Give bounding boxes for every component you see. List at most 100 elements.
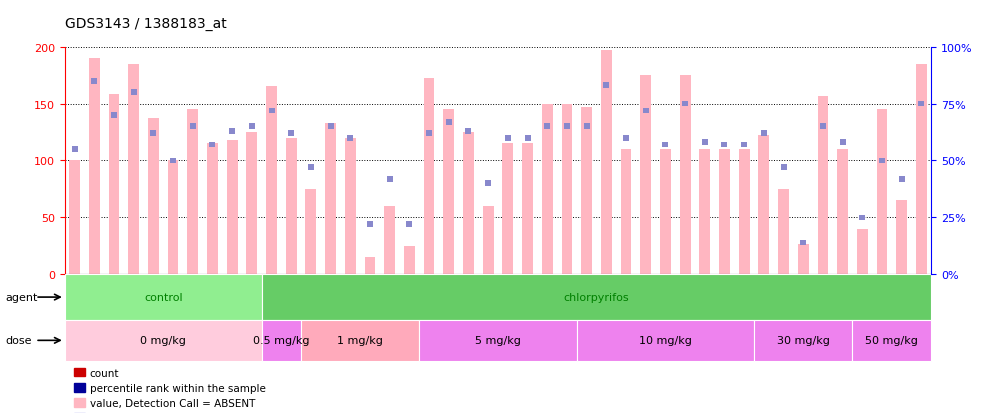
- Bar: [577, 320, 754, 361]
- Bar: [249, 124, 255, 130]
- Bar: [404, 246, 414, 275]
- Bar: [840, 140, 846, 146]
- Bar: [286, 138, 297, 275]
- Bar: [860, 215, 866, 221]
- Bar: [345, 138, 356, 275]
- Bar: [190, 124, 196, 130]
- Bar: [65, 320, 262, 361]
- Bar: [642, 108, 648, 114]
- Bar: [879, 158, 885, 164]
- Bar: [288, 131, 294, 137]
- Bar: [426, 131, 432, 137]
- Bar: [306, 190, 317, 275]
- Bar: [582, 108, 592, 275]
- Bar: [754, 320, 853, 361]
- Bar: [564, 124, 570, 130]
- Text: 30 mg/kg: 30 mg/kg: [777, 335, 830, 346]
- Text: agent: agent: [6, 292, 38, 302]
- Bar: [798, 244, 809, 275]
- Bar: [719, 150, 730, 275]
- Bar: [386, 176, 392, 182]
- Text: 5 mg/kg: 5 mg/kg: [475, 335, 521, 346]
- Bar: [109, 95, 120, 275]
- Bar: [348, 135, 354, 141]
- Bar: [384, 206, 395, 275]
- Bar: [522, 144, 533, 275]
- Bar: [853, 320, 931, 361]
- Text: 50 mg/kg: 50 mg/kg: [866, 335, 918, 346]
- Bar: [69, 161, 80, 275]
- Bar: [167, 161, 178, 275]
- Bar: [502, 144, 513, 275]
- Bar: [739, 150, 750, 275]
- Bar: [640, 76, 651, 275]
- Bar: [584, 124, 590, 130]
- Bar: [130, 90, 136, 96]
- Bar: [876, 110, 887, 275]
- Bar: [262, 275, 931, 320]
- Bar: [266, 87, 277, 275]
- Bar: [621, 150, 631, 275]
- Text: control: control: [143, 292, 182, 302]
- Bar: [367, 222, 373, 228]
- Bar: [65, 275, 262, 320]
- Bar: [443, 110, 454, 275]
- Bar: [721, 142, 727, 148]
- Bar: [150, 131, 156, 137]
- Bar: [328, 124, 334, 130]
- Bar: [896, 201, 907, 275]
- Bar: [916, 64, 927, 275]
- Bar: [148, 119, 158, 275]
- Bar: [820, 124, 826, 130]
- Bar: [246, 133, 257, 275]
- Bar: [800, 240, 806, 246]
- Bar: [623, 135, 629, 141]
- Bar: [542, 104, 553, 275]
- Bar: [604, 83, 610, 89]
- Bar: [209, 142, 215, 148]
- Bar: [92, 79, 98, 84]
- Bar: [463, 133, 474, 275]
- Bar: [781, 165, 787, 171]
- Bar: [262, 320, 301, 361]
- Bar: [406, 222, 412, 228]
- Bar: [505, 135, 511, 141]
- Text: GDS3143 / 1388183_at: GDS3143 / 1388183_at: [65, 17, 226, 31]
- Bar: [898, 176, 904, 182]
- Legend: count, percentile rank within the sample, value, Detection Call = ABSENT, rank, : count, percentile rank within the sample…: [70, 364, 270, 413]
- Bar: [660, 150, 671, 275]
- Bar: [365, 258, 375, 275]
- Bar: [601, 51, 612, 275]
- Bar: [89, 59, 100, 275]
- Bar: [483, 206, 494, 275]
- Bar: [423, 79, 434, 275]
- Bar: [702, 140, 708, 146]
- Bar: [301, 320, 419, 361]
- Bar: [562, 104, 573, 275]
- Bar: [325, 123, 336, 275]
- Bar: [699, 150, 710, 275]
- Bar: [269, 108, 275, 114]
- Bar: [741, 142, 747, 148]
- Bar: [419, 320, 577, 361]
- Bar: [128, 64, 139, 275]
- Bar: [485, 181, 491, 187]
- Bar: [170, 158, 176, 164]
- Bar: [72, 147, 78, 152]
- Bar: [308, 165, 314, 171]
- Bar: [838, 150, 848, 275]
- Bar: [682, 102, 688, 107]
- Text: 0.5 mg/kg: 0.5 mg/kg: [253, 335, 310, 346]
- Bar: [761, 131, 767, 137]
- Bar: [187, 110, 198, 275]
- Bar: [525, 135, 531, 141]
- Bar: [818, 96, 829, 275]
- Bar: [662, 142, 668, 148]
- Text: 10 mg/kg: 10 mg/kg: [639, 335, 692, 346]
- Bar: [446, 120, 452, 125]
- Text: chlorpyrifos: chlorpyrifos: [564, 292, 629, 302]
- Bar: [679, 76, 690, 275]
- Bar: [207, 144, 218, 275]
- Text: 0 mg/kg: 0 mg/kg: [140, 335, 186, 346]
- Bar: [857, 229, 868, 275]
